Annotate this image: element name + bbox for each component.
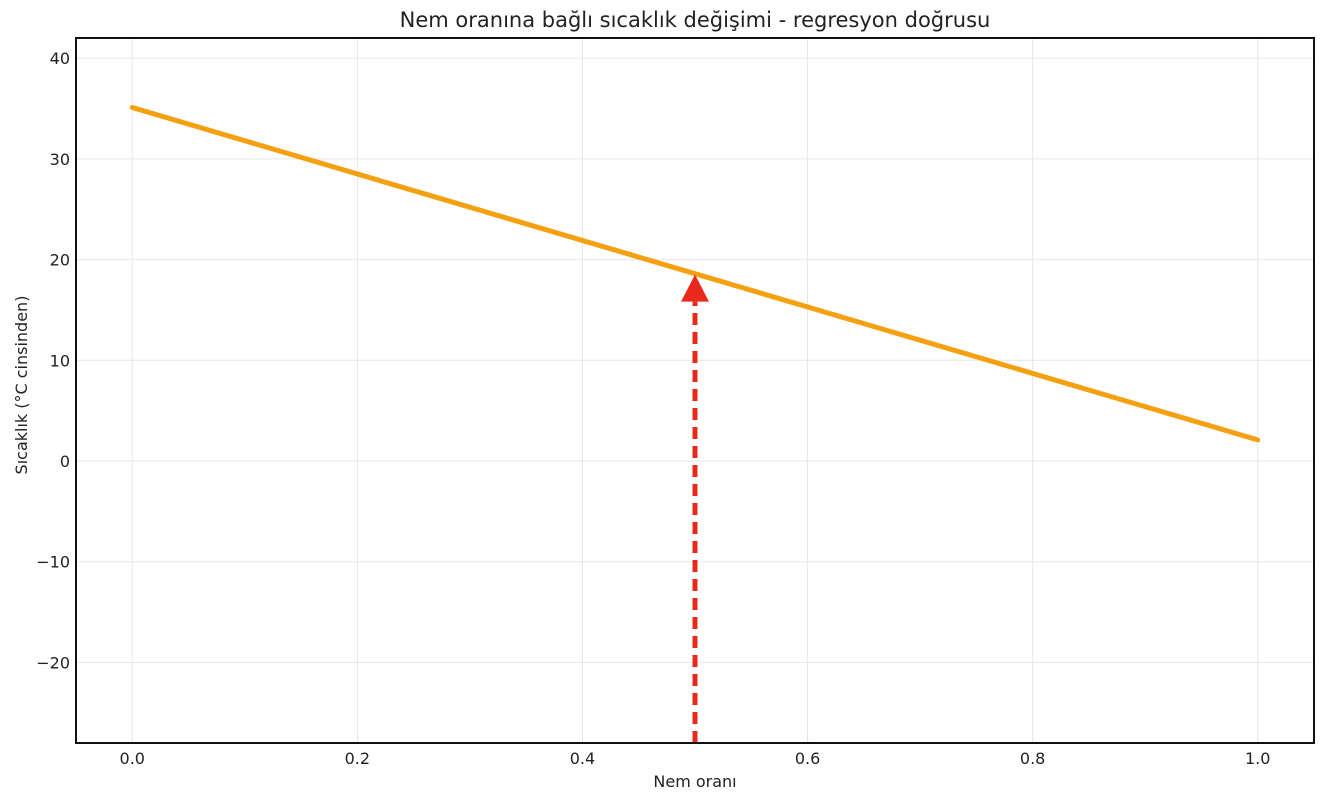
y-tick-label: −20 — [36, 653, 70, 672]
plot-frame — [75, 37, 1315, 744]
y-tick-label: 40 — [50, 49, 70, 68]
chart-title: Nem oranına bağlı sıcaklık değişimi - re… — [400, 8, 991, 32]
y-tick-label: 20 — [50, 251, 70, 270]
x-tick-label: 0.0 — [120, 749, 145, 768]
series-layer — [129, 105, 1261, 443]
x-tick-label: 0.2 — [345, 749, 370, 768]
x-tick-label: 1.0 — [1245, 749, 1270, 768]
y-tick-label: −10 — [36, 553, 70, 572]
y-axis-ticks: −20 −10 0 10 20 30 40 — [36, 49, 70, 672]
x-tick-label: 0.4 — [570, 749, 595, 768]
grid — [76, 38, 1314, 743]
y-axis-label: Sıcaklık (°C cinsinden) — [12, 296, 31, 475]
x-axis-label: Nem oranı — [653, 772, 736, 791]
y-tick-label: 10 — [50, 351, 70, 370]
x-tick-label: 0.8 — [1020, 749, 1045, 768]
y-tick-label: 0 — [60, 452, 70, 471]
annotation-layer — [681, 274, 709, 743]
x-axis-ticks: 0.0 0.2 0.4 0.6 0.8 1.0 — [120, 749, 1271, 768]
y-tick-label: 30 — [50, 150, 70, 169]
x-tick-label: 0.6 — [795, 749, 820, 768]
arrow-head — [681, 274, 709, 302]
regression-line — [129, 105, 1261, 443]
